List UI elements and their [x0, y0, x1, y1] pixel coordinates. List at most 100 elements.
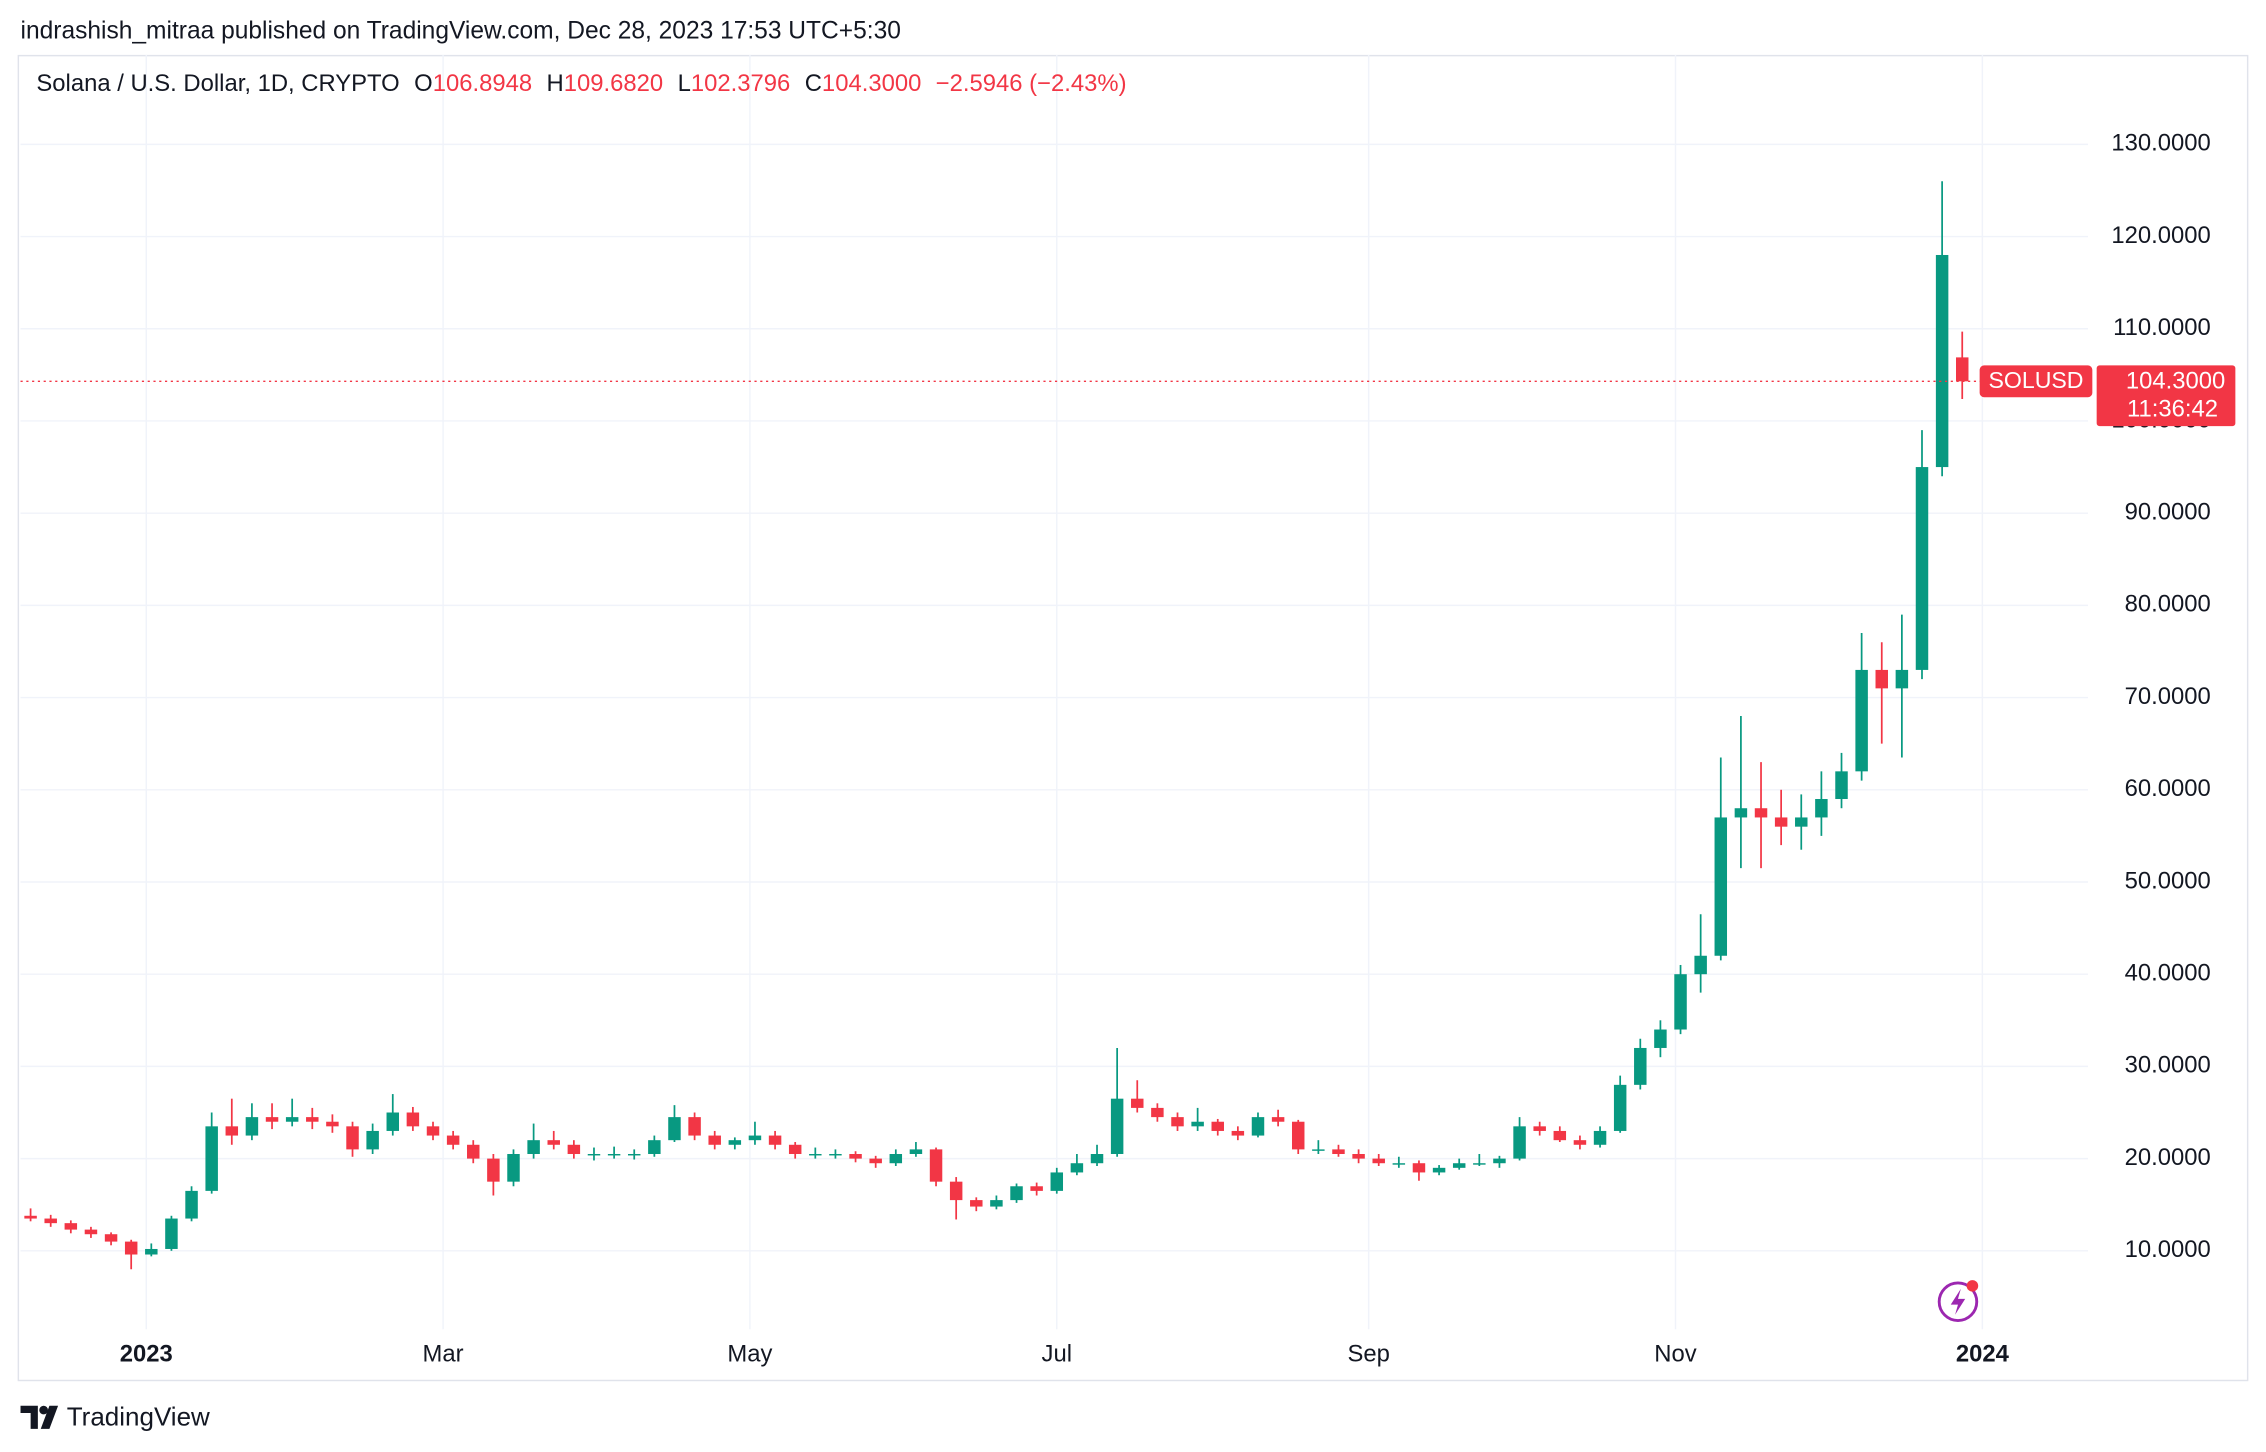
candle-body	[1714, 817, 1728, 956]
x-tick-label: Jul	[1042, 1340, 1072, 1367]
candle-body	[406, 1112, 420, 1127]
candle-body	[1171, 1117, 1184, 1127]
brand-logo-dot	[39, 1405, 48, 1415]
y-tick-label: 70.0000	[2125, 683, 2211, 710]
candle-body	[587, 1154, 601, 1156]
lightning-icon	[1937, 1280, 1979, 1322]
y-tick-label: 80.0000	[2125, 591, 2211, 618]
candle-body	[1432, 1167, 1446, 1173]
candle-body	[1734, 808, 1748, 818]
candle-body	[1070, 1163, 1084, 1173]
x-tick-label: 2023	[120, 1340, 173, 1367]
candle-body	[527, 1140, 540, 1155]
candle-body	[889, 1154, 903, 1164]
symbol-badge	[1979, 365, 2093, 398]
candle-body	[265, 1117, 279, 1122]
candle-body	[507, 1154, 520, 1182]
candle-body	[487, 1158, 500, 1182]
candle-body	[1332, 1149, 1345, 1155]
candle-body	[1131, 1098, 1144, 1108]
y-tick-label: 20.0000	[2125, 1144, 2211, 1171]
candle-body	[145, 1248, 158, 1255]
candle-body	[1935, 254, 1949, 468]
candle-body	[1613, 1084, 1627, 1131]
candle-body	[1473, 1163, 1486, 1165]
legend-key: O	[414, 71, 433, 98]
y-tick-label: 90.0000	[2125, 498, 2211, 525]
candle-body	[245, 1117, 259, 1136]
candle-body	[990, 1200, 1003, 1207]
y-tick-label: 40.0000	[2125, 959, 2211, 986]
candle-body	[1412, 1163, 1426, 1173]
candle-body	[829, 1154, 842, 1156]
legend-key: L	[678, 71, 691, 98]
candle-body	[1956, 357, 1969, 382]
candle-body	[1875, 669, 1888, 689]
candle-body	[1010, 1186, 1023, 1201]
candle-body	[688, 1117, 701, 1136]
brand-name: TradingView	[67, 1402, 210, 1432]
candle-body	[446, 1135, 460, 1145]
candle-body	[1392, 1163, 1406, 1165]
y-tick-label: 110.0000	[2113, 314, 2211, 341]
x-tick-label: Sep	[1347, 1340, 1389, 1367]
legend-change: −2.5946 (−2.43%)	[936, 71, 1127, 98]
candle-body	[567, 1144, 581, 1155]
candle-body	[1452, 1163, 1466, 1168]
x-tick-label: 2024	[1956, 1340, 2010, 1367]
candle-body	[1110, 1098, 1124, 1155]
countdown-label: 11:36:42	[2127, 396, 2218, 423]
y-tick-label: 60.0000	[2125, 775, 2211, 802]
candle-body	[547, 1140, 560, 1145]
candle-body	[1774, 817, 1788, 827]
candle-body	[768, 1135, 782, 1145]
icon-bolt	[1950, 1288, 1966, 1315]
candle-body	[1352, 1154, 1365, 1159]
chart-frame	[17, 54, 2249, 1382]
candle-body	[627, 1154, 641, 1156]
candle-body	[1835, 771, 1848, 800]
candle-body	[849, 1154, 862, 1159]
candle-body	[1090, 1154, 1104, 1164]
candle-body	[1291, 1121, 1305, 1150]
candle-body	[1271, 1117, 1285, 1122]
candle-body	[1915, 467, 1929, 670]
legend-title: Solana / U.S. Dollar, 1D, CRYPTO	[36, 71, 399, 98]
candle-body	[1372, 1158, 1385, 1164]
candle-body	[788, 1144, 802, 1155]
candle-body	[748, 1135, 762, 1141]
candle-body	[708, 1135, 721, 1145]
candle-body	[1553, 1130, 1567, 1141]
candle-body	[1231, 1130, 1245, 1136]
candle-body	[1795, 817, 1808, 827]
icon-ring	[1937, 1281, 1979, 1322]
candle-body	[467, 1144, 480, 1159]
candle-body	[1493, 1158, 1506, 1164]
candle-body	[1191, 1121, 1204, 1127]
x-tick-label: Mar	[423, 1340, 464, 1367]
candle-body	[1533, 1126, 1546, 1131]
candle-body	[165, 1218, 178, 1249]
price-badge	[2096, 365, 2236, 427]
candle-body	[809, 1154, 822, 1156]
candle-body	[607, 1154, 621, 1156]
axes: 10.0000 20.0000 30.0000 40.0000 50.0000 60.00…	[120, 130, 2236, 1367]
y-tick-label: 130.0000	[2111, 130, 2210, 157]
candle-body	[1654, 1029, 1667, 1048]
publish-line: indrashish_mitraa published on TradingVi…	[21, 17, 901, 44]
candle-body	[306, 1117, 319, 1122]
candle-body	[970, 1200, 983, 1207]
legend-value: 104.3000	[822, 71, 921, 98]
candle-body	[1513, 1126, 1526, 1159]
icon-dot	[1966, 1280, 1979, 1292]
candle-body	[1573, 1140, 1587, 1145]
candle-body	[728, 1140, 742, 1145]
candle-body	[1050, 1172, 1064, 1191]
brand-logo	[20, 1405, 59, 1429]
candle-body	[44, 1218, 57, 1224]
candle-body	[285, 1117, 299, 1122]
candle-body	[668, 1117, 681, 1141]
candle-body	[1593, 1130, 1607, 1145]
candle-body	[1754, 808, 1768, 818]
